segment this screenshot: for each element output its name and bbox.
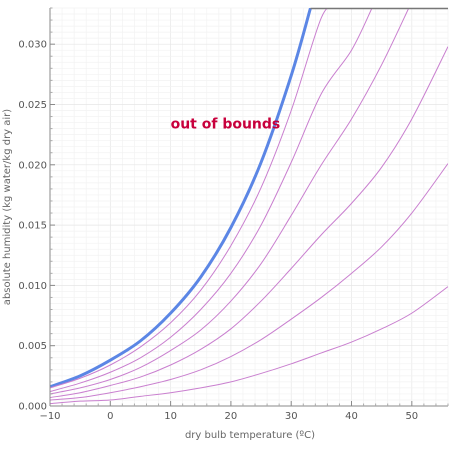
y-tick-label: 0.015 (18, 221, 47, 232)
y-tick-label: 0.010 (18, 281, 47, 292)
curves (50, 8, 448, 405)
x-tick-label: 50 (405, 411, 418, 422)
y-tick-label: 0.005 (18, 341, 47, 352)
out-of-bounds-label: out of bounds (171, 117, 281, 133)
y-tick-label: 0.020 (18, 160, 47, 171)
x-tick-label: 10 (164, 411, 177, 422)
rh-curve-45 (50, 46, 448, 399)
rh-curve-30 (50, 163, 448, 401)
axes (49, 7, 448, 407)
x-tick-label: 40 (345, 411, 358, 422)
y-tick-label: 0.000 (18, 402, 47, 413)
x-tick-label: 0 (107, 411, 113, 422)
ticks: −10 0 10 20 30 40 50 0.000 0.005 0.010 0.015 0.020 0… (18, 7, 449, 422)
x-tick-label: 20 (225, 411, 238, 422)
x-tick-label: 30 (285, 411, 298, 422)
rh-curve-90 (50, 8, 336, 389)
saturation-curve (50, 8, 312, 389)
rh-curve-60 (50, 8, 410, 395)
y-tick-label: 0.030 (18, 40, 47, 51)
y-tick-label: 0.025 (18, 100, 47, 111)
x-tick-label: −10 (39, 411, 60, 422)
y-axis-title: absolute humidity (kg water/kg dry air) (2, 109, 13, 305)
rh-curve-75 (50, 8, 373, 393)
rh-curve-15 (50, 286, 448, 405)
x-axis-title: dry bulb temperature (ºC) (185, 430, 315, 441)
